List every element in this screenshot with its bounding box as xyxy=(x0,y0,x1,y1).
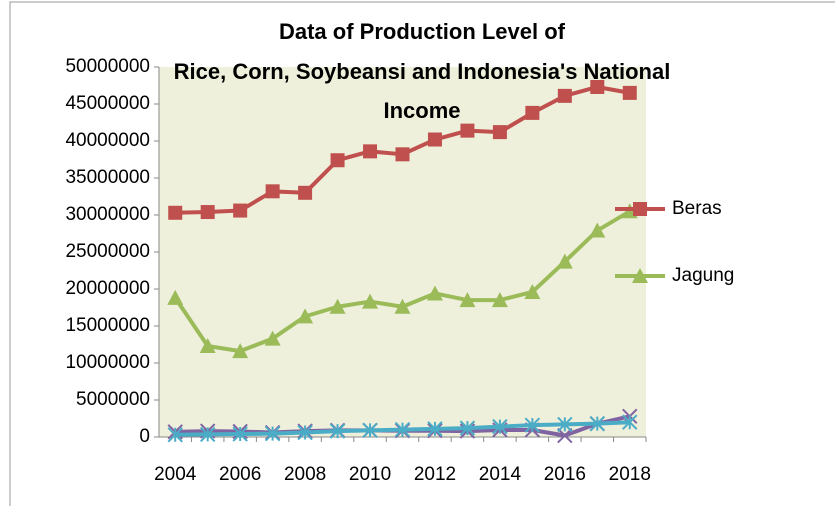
y-tick-label: 45000000 xyxy=(65,93,150,114)
y-tick-label: 20000000 xyxy=(65,278,150,299)
marker-square xyxy=(363,144,378,159)
marker-triangle xyxy=(589,222,606,238)
y-tick-label: 25000000 xyxy=(65,241,150,262)
y-tick-label: 15000000 xyxy=(65,315,150,336)
marker-star xyxy=(589,415,606,432)
marker-star xyxy=(297,424,313,441)
y-tick-label: 50000000 xyxy=(65,56,150,77)
marker-star xyxy=(524,417,541,433)
chart-title: Income xyxy=(383,98,460,123)
chart-title: Rice, Corn, Soybeansi and Indonesia's Na… xyxy=(174,59,671,84)
marker-square xyxy=(525,105,540,120)
legend-label: Jagung xyxy=(672,265,734,286)
marker-square xyxy=(200,205,215,220)
y-tick-label: 40000000 xyxy=(65,130,150,151)
legend-label: Beras xyxy=(672,198,722,219)
series xyxy=(168,79,637,220)
marker-square xyxy=(298,185,313,200)
x-tick-label: 2008 xyxy=(284,464,326,485)
marker-triangle xyxy=(426,285,443,301)
plot-area xyxy=(159,67,646,437)
marker-star xyxy=(492,418,508,435)
marker-square xyxy=(492,125,507,140)
marker-star xyxy=(167,427,183,443)
marker-star xyxy=(622,414,638,430)
marker-star xyxy=(427,421,443,437)
marker-triangle xyxy=(199,337,216,353)
x-tick-label: 2006 xyxy=(219,464,261,485)
series xyxy=(167,414,638,443)
marker-square xyxy=(395,147,410,162)
x-tick-label: 2016 xyxy=(544,464,586,485)
marker-star xyxy=(199,426,216,443)
marker-square xyxy=(633,202,647,216)
y-tick-label: 35000000 xyxy=(65,167,150,188)
marker-star xyxy=(459,420,476,436)
marker-triangle xyxy=(394,298,411,314)
chart-title: Data of Production Level of xyxy=(279,19,566,44)
marker-star xyxy=(329,423,346,439)
marker-triangle xyxy=(556,253,573,269)
y-tick-label: 30000000 xyxy=(65,204,150,225)
marker-triangle xyxy=(264,330,281,346)
marker-x xyxy=(557,427,573,444)
series xyxy=(167,203,638,359)
marker-triangle xyxy=(362,293,379,309)
y-tick-label: 5000000 xyxy=(76,389,150,410)
marker-square xyxy=(622,85,637,100)
marker-square xyxy=(330,153,345,168)
marker-triangle xyxy=(329,298,346,314)
marker-star xyxy=(394,421,411,438)
y-tick-label: 10000000 xyxy=(65,352,150,373)
marker-triangle xyxy=(632,268,648,283)
marker-square xyxy=(427,132,442,147)
x-tick-label: 2012 xyxy=(414,464,456,485)
x-tick-label: 2010 xyxy=(349,464,391,485)
marker-star xyxy=(557,416,573,433)
marker-square xyxy=(265,184,280,199)
marker-square xyxy=(557,88,572,103)
x-tick-label: 2018 xyxy=(609,464,651,485)
y-tick-label: 0 xyxy=(139,426,150,447)
marker-triangle xyxy=(491,292,508,308)
marker-square xyxy=(460,123,475,138)
marker-square xyxy=(590,79,605,94)
marker-star xyxy=(362,422,378,439)
marker-star xyxy=(264,425,281,442)
marker-triangle xyxy=(297,308,314,324)
marker-triangle xyxy=(459,292,476,308)
marker-triangle xyxy=(232,343,249,359)
marker-star xyxy=(232,426,248,442)
marker-square xyxy=(168,205,183,220)
marker-triangle xyxy=(524,283,541,299)
marker-square xyxy=(233,203,248,218)
chart-frame xyxy=(9,1,835,506)
marker-triangle xyxy=(167,289,184,305)
x-tick-label: 2014 xyxy=(479,464,522,485)
x-tick-label: 2004 xyxy=(154,464,197,485)
